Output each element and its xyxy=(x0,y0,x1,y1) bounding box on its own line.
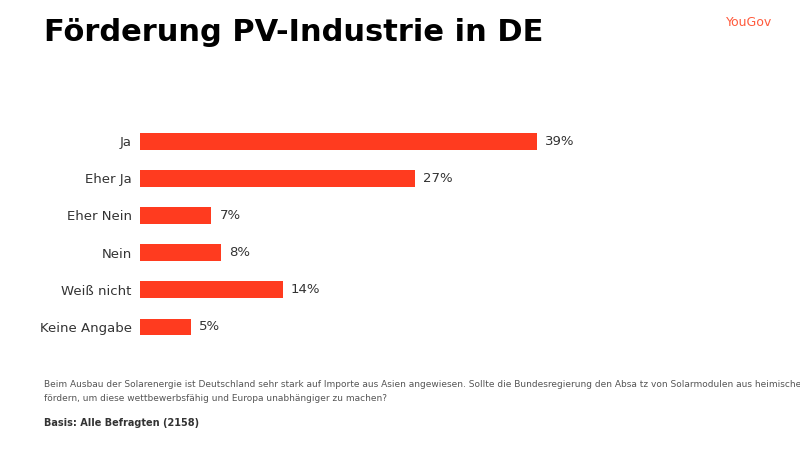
Text: 14%: 14% xyxy=(290,283,320,296)
Text: 5%: 5% xyxy=(199,320,220,333)
Text: 7%: 7% xyxy=(219,209,241,222)
Bar xyxy=(140,244,222,261)
Text: 27%: 27% xyxy=(423,172,453,185)
Bar xyxy=(140,281,282,298)
Text: YouGov: YouGov xyxy=(726,16,772,29)
Bar xyxy=(140,170,415,187)
Text: Beim Ausbau der Solarenergie ist Deutschland sehr stark auf Importe aus Asien an: Beim Ausbau der Solarenergie ist Deutsch… xyxy=(44,380,800,389)
Bar xyxy=(140,133,537,149)
Text: 39%: 39% xyxy=(546,135,574,148)
Text: fördern, um diese wettbewerbsfähig und Europa unabhängiger zu machen?: fördern, um diese wettbewerbsfähig und E… xyxy=(44,394,387,403)
Text: Förderung PV-Industrie in DE: Förderung PV-Industrie in DE xyxy=(44,18,543,47)
Text: Basis: Alle Befragten (2158): Basis: Alle Befragten (2158) xyxy=(44,418,199,428)
Text: 8%: 8% xyxy=(230,246,250,259)
Bar xyxy=(140,207,211,224)
Bar xyxy=(140,319,191,335)
